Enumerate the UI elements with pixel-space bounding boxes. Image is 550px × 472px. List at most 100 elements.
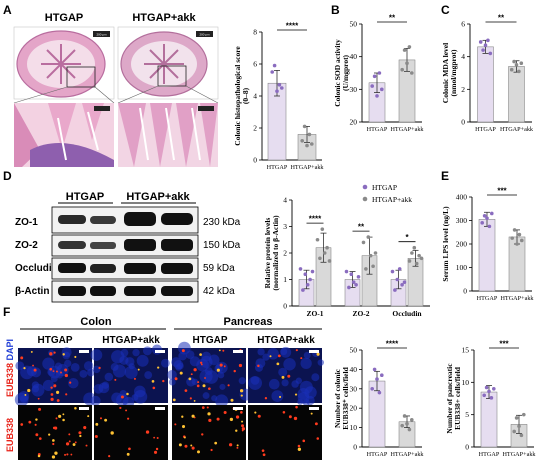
y-tick-label: 0 bbox=[463, 287, 467, 296]
fluorescence-tile bbox=[167, 341, 252, 408]
y-tick-label: 0 bbox=[465, 443, 469, 452]
blot-row-occludin: Occludin 59 kDa bbox=[15, 257, 235, 280]
eub338-signal bbox=[310, 412, 313, 415]
data-point bbox=[366, 235, 371, 239]
eub338-signal bbox=[56, 390, 60, 394]
eub338-signal bbox=[104, 418, 108, 422]
data-point bbox=[280, 86, 284, 90]
dapi-nucleus bbox=[70, 362, 80, 372]
eub338-signal bbox=[52, 370, 55, 373]
dapi-nucleus bbox=[267, 348, 279, 360]
eub338-signal bbox=[48, 433, 51, 436]
blot-protein-label: ZO-1 bbox=[15, 217, 38, 228]
eub338-signal bbox=[207, 387, 211, 391]
eub338-signal bbox=[83, 426, 87, 430]
x-tick-label: HTGAP+akk bbox=[390, 126, 424, 133]
eub338-signal bbox=[127, 417, 130, 420]
significance-label: ** bbox=[498, 14, 505, 23]
eub338-signal bbox=[50, 397, 54, 401]
data-point bbox=[407, 45, 412, 49]
data-point bbox=[414, 261, 419, 266]
data-point bbox=[412, 245, 417, 250]
eub338-signal bbox=[293, 416, 298, 421]
dapi-nucleus bbox=[136, 354, 149, 367]
scale-bar bbox=[155, 407, 165, 410]
data-point bbox=[522, 412, 526, 417]
dapi-nucleus bbox=[132, 349, 140, 357]
y-tick-label: 50 bbox=[350, 20, 358, 29]
eub338-signal bbox=[207, 412, 211, 416]
eub338-signal bbox=[279, 395, 282, 398]
y-tick-label: 10 bbox=[350, 423, 358, 432]
eub338-signal bbox=[55, 417, 58, 420]
dapi-nucleus bbox=[280, 348, 288, 356]
blot-kda-label: 150 kDa bbox=[203, 240, 241, 251]
fluorescence-tile bbox=[248, 405, 322, 460]
dapi-nucleus bbox=[255, 358, 266, 369]
dapi-nucleus bbox=[124, 365, 138, 379]
dapi-nucleus bbox=[300, 357, 312, 370]
eub338-signal bbox=[216, 417, 220, 421]
y-tick-label: 30 bbox=[350, 384, 358, 393]
data-point bbox=[514, 63, 519, 67]
data-point bbox=[419, 256, 424, 261]
eub338-signal bbox=[74, 441, 77, 444]
y-tick-label: 8 bbox=[253, 28, 257, 37]
eub338-signal bbox=[60, 371, 62, 374]
data-point bbox=[515, 242, 519, 246]
data-point bbox=[400, 283, 404, 287]
bar bbox=[477, 46, 494, 123]
he-image-htgap-high bbox=[14, 103, 114, 167]
dapi-nucleus bbox=[104, 372, 114, 382]
eub338-signal bbox=[210, 448, 213, 452]
fluo-row1-label: EUB338 DAPI bbox=[5, 339, 15, 397]
eub338-signal bbox=[172, 398, 176, 402]
dapi-nucleus bbox=[176, 362, 184, 370]
data-point bbox=[303, 272, 308, 277]
data-point bbox=[517, 69, 521, 74]
blot-kda-label: 59 kDa bbox=[203, 263, 235, 274]
dapi-nucleus bbox=[98, 382, 110, 394]
eub338-signal bbox=[50, 386, 53, 389]
data-point bbox=[417, 253, 421, 258]
fluorescence-tile bbox=[90, 344, 170, 409]
eub338-signal bbox=[137, 368, 140, 371]
panel-f-tissue-colon: Colon bbox=[80, 316, 111, 328]
eub338-signal bbox=[261, 449, 265, 452]
scale-bar bbox=[233, 407, 243, 410]
eub338-signal bbox=[202, 384, 206, 388]
eub338-signal bbox=[179, 371, 183, 375]
dapi-nucleus bbox=[68, 377, 79, 389]
dapi-nucleus bbox=[15, 361, 25, 371]
y-axis-label: Serum LPS level (ng/L) bbox=[441, 206, 450, 282]
data-point bbox=[480, 221, 485, 225]
eub338-signal bbox=[197, 381, 200, 384]
y-tick-label: 5 bbox=[465, 410, 469, 419]
dapi-nucleus bbox=[142, 346, 152, 356]
fluorescence-tile bbox=[94, 405, 168, 460]
y-tick-label: 4 bbox=[283, 196, 287, 205]
eub338-signal bbox=[64, 453, 67, 456]
dapi-nucleus bbox=[160, 358, 170, 368]
scale-bar-label-1: 200 μm bbox=[96, 33, 107, 37]
eub338-signal bbox=[196, 384, 200, 388]
y-tick-label: 100 bbox=[456, 263, 468, 272]
y-tick-label: 20 bbox=[350, 404, 358, 413]
y-tick-label: 6 bbox=[253, 60, 257, 69]
eub338-signal bbox=[114, 378, 117, 381]
eub338-signal bbox=[288, 415, 292, 419]
data-point bbox=[375, 94, 379, 98]
panel-label-e: E bbox=[441, 169, 449, 183]
y-tick-label: 4 bbox=[461, 52, 465, 61]
he-image-akk-low: 200 μm bbox=[117, 26, 219, 100]
dapi-nucleus bbox=[167, 369, 177, 380]
data-point bbox=[325, 245, 329, 250]
eub338-signal bbox=[74, 355, 77, 359]
data-point bbox=[351, 280, 356, 284]
dapi-nucleus bbox=[271, 390, 284, 402]
eub338-signal bbox=[229, 417, 234, 422]
dapi-nucleus bbox=[42, 379, 55, 392]
